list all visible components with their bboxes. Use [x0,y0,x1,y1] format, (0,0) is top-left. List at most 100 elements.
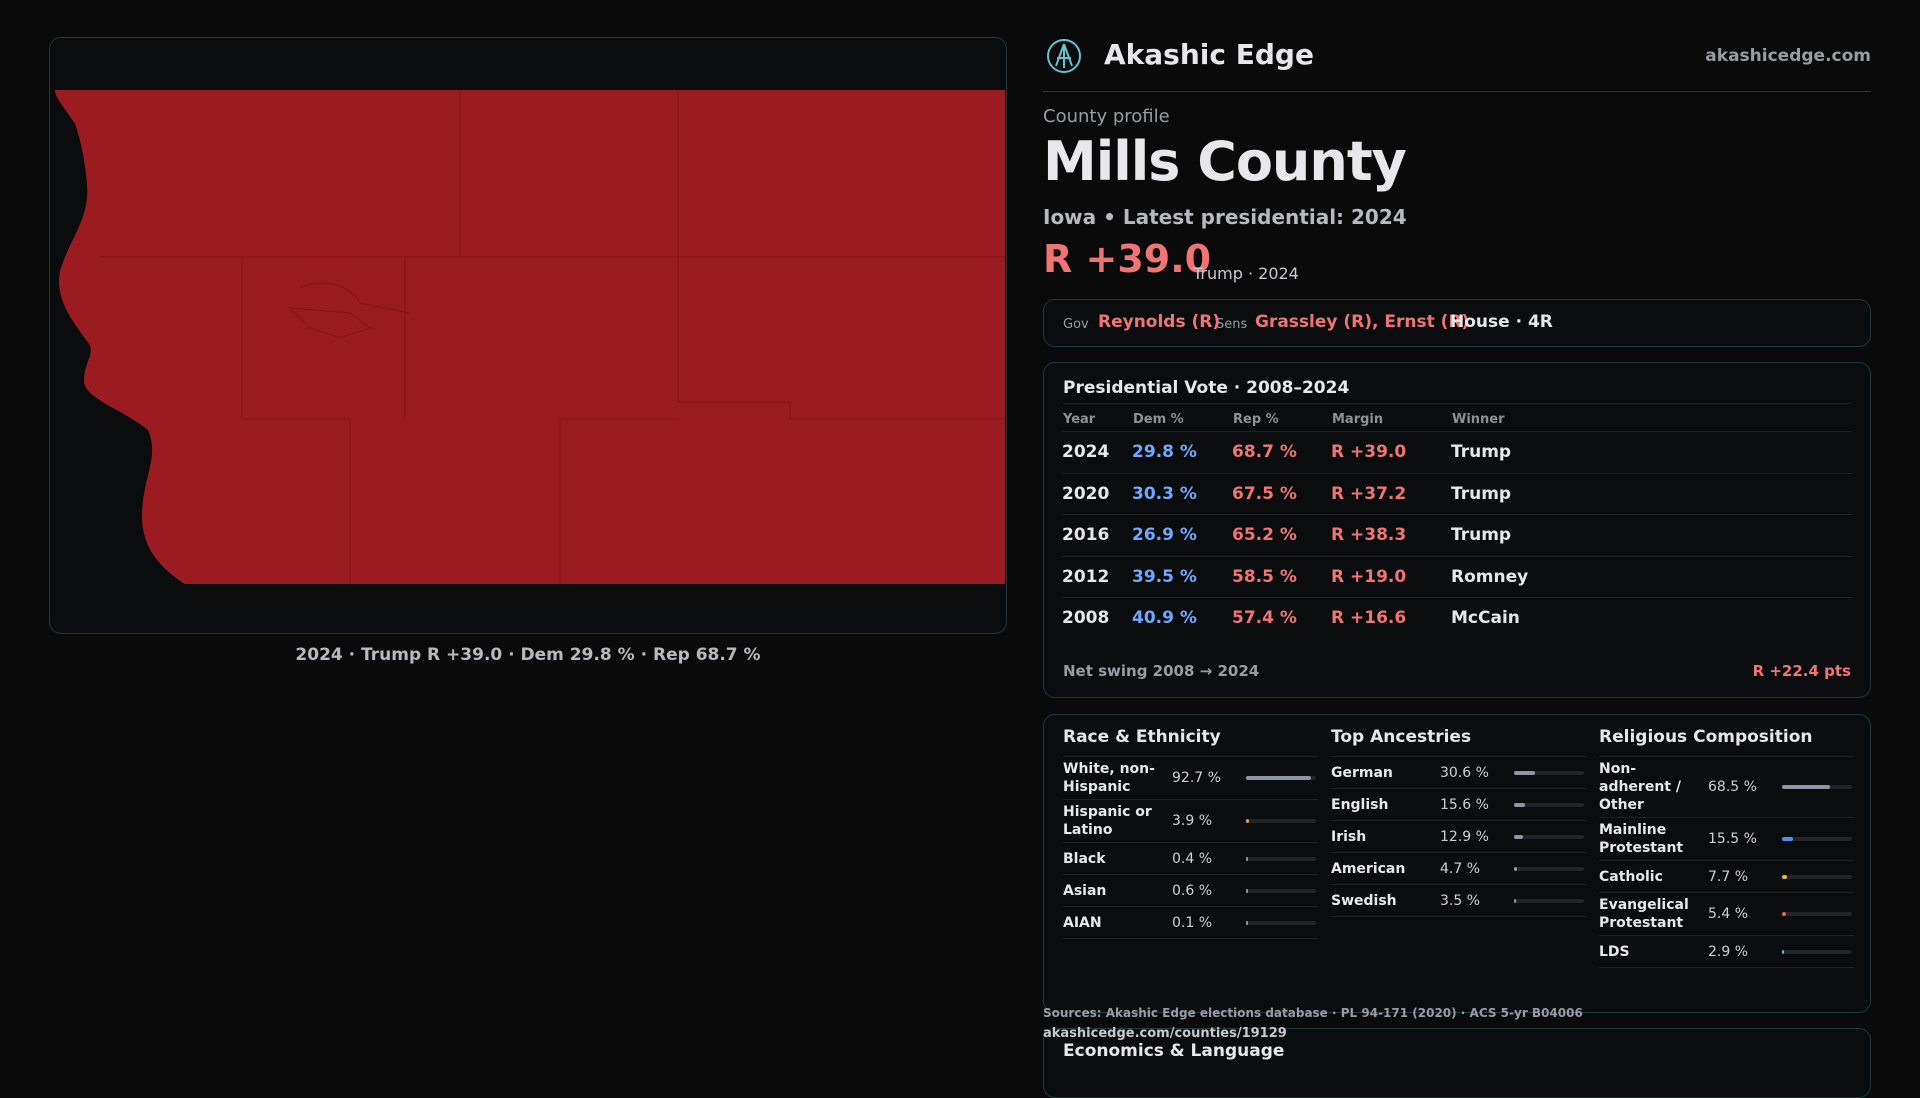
bar-track [1246,819,1316,823]
cell: R +37.2 [1331,483,1407,504]
table-row: 2020 30.3 % 67.5 % R +37.2 Trump [1062,472,1852,514]
demographic-group: Top Ancestries German 30.6 % English 15.6 % I… [1331,715,1586,917]
cell: 40.9 % [1132,608,1197,628]
item-name: AIAN [1063,914,1102,931]
bar [1246,856,1248,861]
item-value: 68.5 % [1708,779,1757,795]
gov: Reynolds (R) [1098,312,1221,332]
item-name: Non-adherent / Other [1599,761,1681,813]
cell: 26.9 % [1132,525,1197,545]
item-name: White, non-Hispanic [1063,761,1155,795]
item-value: 3.9 % [1172,813,1213,829]
demographic-row: American 4.7 % [1331,853,1586,885]
bar [1514,898,1517,903]
map-caption: 2024 · Trump R +39.0 · Dem 29.8 % · Rep … [295,645,761,665]
demographic-row: AIAN 0.1 % [1063,907,1318,939]
group-title: Religious Composition [1599,715,1854,757]
column-header: Margin [1332,412,1384,427]
bar-track [1782,912,1852,916]
column-header: Winner [1452,412,1505,427]
url[interactable]: akashicedge.com/counties/19129 [1043,1026,1287,1041]
demographic-row: Hispanic or Latino 3.9 % [1063,800,1318,843]
demographic-row: Swedish 3.5 % [1331,885,1586,917]
cell: 30.3 % [1132,483,1197,504]
presidential-title: Presidential Vote · 2008–2024 [1063,378,1350,398]
demographic-row: LDS 2.9 % [1599,936,1854,968]
sens: Grassley (R), Ernst (R) [1255,312,1470,332]
bar [1246,888,1248,893]
cell: 29.8 % [1132,442,1197,462]
bar [1514,834,1524,839]
bar [1782,837,1793,841]
item-value: 0.1 % [1172,914,1213,931]
bar [1514,802,1525,807]
column-header: Rep % [1233,412,1279,427]
bar [1782,912,1786,916]
boundaries [100,90,1005,584]
item-value: 2.9 % [1708,943,1749,960]
demographic-row: Asian 0.6 % [1063,875,1318,907]
column-header: Year [1063,412,1096,427]
cell: 2016 [1062,525,1110,545]
table-row: 2024 29.8 % 68.7 % R +39.0 Trump [1062,431,1852,472]
bar-track [1246,920,1316,925]
table-header: Year Dem % Rep % Margin Winner [1063,403,1851,431]
item-name: Swedish [1331,892,1397,909]
demographic-row: Irish 12.9 % [1331,821,1586,853]
demographic-group: Race & Ethnicity White, non-Hispanic 92.7 … [1063,715,1318,939]
item-name: Hispanic or Latino [1063,804,1152,838]
item-name: Black [1063,850,1106,867]
swing: R +22.4 pts [1752,662,1851,680]
bar-track [1246,888,1316,893]
bar [1514,866,1518,871]
bar-track [1246,856,1316,861]
logo [1047,39,1081,73]
county-shape [55,90,1005,584]
table-row: 2012 39.5 % 58.5 % R +19.0 Romney [1062,555,1852,597]
bar-track [1782,874,1852,879]
cell: Trump [1451,442,1512,462]
cell: 2012 [1062,566,1110,587]
cell: 39.5 % [1132,566,1197,587]
demographic-row: Non-adherent / Other 68.5 % [1599,757,1854,818]
economics-title: Economics & Language [1063,1041,1285,1061]
cell: Trump [1451,525,1512,545]
bar [1782,949,1785,954]
house: House · 4R [1450,312,1553,332]
item-value: 7.7 % [1708,868,1749,885]
bar-track [1514,834,1584,839]
item-value: 0.4 % [1172,850,1213,867]
item-name: Asian [1063,882,1107,899]
table-row: 2008 40.9 % 57.4 % R +16.6 McCain [1062,597,1852,638]
cell: 2008 [1062,608,1110,628]
cell: R +19.0 [1331,566,1407,587]
cell: 57.4 % [1232,608,1297,628]
gov-label: Gov [1063,317,1089,332]
bar-track [1514,898,1584,903]
cell: Trump [1451,483,1512,504]
item-name: American [1331,860,1406,877]
site[interactable]: akashicedge.com [1705,46,1871,66]
item-name: LDS [1599,943,1630,960]
sens-label: Sens [1216,317,1248,332]
bar-track [1514,866,1584,871]
swing-label: Net swing 2008 → 2024 [1063,662,1260,680]
bar [1246,819,1249,823]
cell: R +38.3 [1331,525,1407,545]
bar-track [1782,949,1852,954]
margin-note: Trump · 2024 [1193,264,1299,283]
presidential-panel: Presidential Vote · 2008–2024 Net swing … [1043,362,1871,698]
divider [1043,91,1871,92]
bar [1246,776,1311,780]
profile-label: County profile [1043,106,1170,127]
cell: 58.5 % [1232,566,1297,587]
brand: Akashic Edge [1104,38,1314,71]
cell: McCain [1451,608,1520,628]
bar-track [1782,785,1852,789]
item-value: 3.5 % [1440,892,1481,909]
demographic-row: English 15.6 % [1331,789,1586,821]
bar [1782,785,1830,789]
cell: 68.7 % [1232,442,1297,462]
item-value: 15.5 % [1708,831,1757,847]
cell: 65.2 % [1232,525,1297,545]
